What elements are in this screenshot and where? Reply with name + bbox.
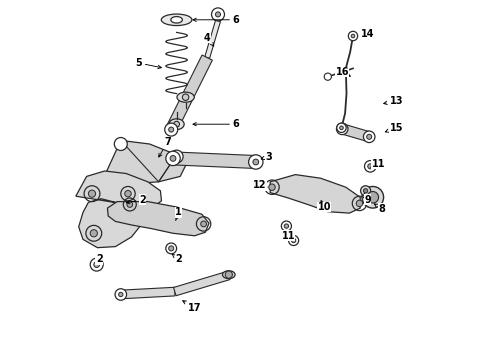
Polygon shape (205, 20, 220, 58)
Polygon shape (173, 271, 230, 296)
Circle shape (362, 186, 384, 208)
Text: 7: 7 (159, 137, 171, 157)
Text: 13: 13 (384, 96, 403, 106)
Circle shape (356, 200, 363, 207)
Text: 16: 16 (336, 67, 350, 77)
Circle shape (337, 123, 346, 132)
Text: 3: 3 (261, 152, 272, 162)
Ellipse shape (174, 121, 179, 127)
Polygon shape (107, 202, 209, 236)
Circle shape (348, 31, 358, 41)
Circle shape (248, 155, 263, 169)
Ellipse shape (171, 17, 182, 23)
Polygon shape (270, 175, 360, 213)
Text: 17: 17 (183, 301, 201, 313)
Circle shape (340, 126, 345, 131)
Circle shape (351, 34, 355, 38)
Circle shape (216, 12, 220, 17)
Circle shape (166, 151, 180, 166)
Text: 2: 2 (96, 254, 102, 264)
Text: 2: 2 (172, 254, 182, 264)
Circle shape (170, 150, 183, 163)
Circle shape (367, 192, 379, 203)
Circle shape (201, 221, 206, 227)
Circle shape (292, 238, 296, 243)
Circle shape (90, 230, 98, 237)
Polygon shape (121, 287, 175, 299)
Text: 4: 4 (204, 33, 214, 46)
Polygon shape (341, 124, 370, 141)
Circle shape (169, 246, 174, 251)
Polygon shape (172, 152, 256, 168)
Circle shape (88, 190, 96, 197)
Circle shape (94, 262, 99, 267)
Circle shape (127, 202, 133, 207)
Circle shape (364, 189, 368, 193)
Text: 11: 11 (281, 231, 295, 241)
Text: 10: 10 (318, 201, 331, 212)
Text: 11: 11 (371, 159, 385, 169)
Circle shape (284, 224, 289, 228)
Circle shape (253, 159, 259, 165)
Circle shape (114, 138, 127, 150)
Text: 6: 6 (193, 15, 240, 25)
Ellipse shape (222, 271, 235, 279)
Circle shape (361, 186, 370, 196)
Text: 1: 1 (175, 207, 182, 221)
Circle shape (115, 289, 126, 300)
Circle shape (119, 292, 123, 297)
Circle shape (125, 190, 131, 197)
Polygon shape (101, 140, 186, 184)
Circle shape (165, 123, 178, 136)
Polygon shape (76, 171, 162, 248)
Ellipse shape (177, 92, 194, 102)
Ellipse shape (182, 94, 189, 100)
Circle shape (367, 134, 372, 139)
Text: 15: 15 (385, 123, 403, 133)
Circle shape (169, 127, 174, 132)
Circle shape (337, 123, 348, 135)
Text: 5: 5 (135, 58, 161, 69)
Polygon shape (166, 55, 212, 132)
Text: 2: 2 (126, 195, 146, 205)
Circle shape (212, 8, 224, 21)
Circle shape (340, 126, 343, 130)
Circle shape (269, 184, 275, 190)
Text: 8: 8 (374, 204, 385, 214)
Text: 12: 12 (253, 180, 267, 190)
Circle shape (170, 156, 176, 161)
Circle shape (225, 271, 232, 278)
Circle shape (368, 164, 373, 169)
Text: 14: 14 (361, 29, 374, 39)
Ellipse shape (161, 14, 192, 26)
Text: 9: 9 (364, 194, 371, 205)
Circle shape (364, 131, 375, 143)
Text: 6: 6 (193, 119, 240, 129)
Circle shape (324, 73, 331, 80)
Ellipse shape (169, 119, 184, 130)
